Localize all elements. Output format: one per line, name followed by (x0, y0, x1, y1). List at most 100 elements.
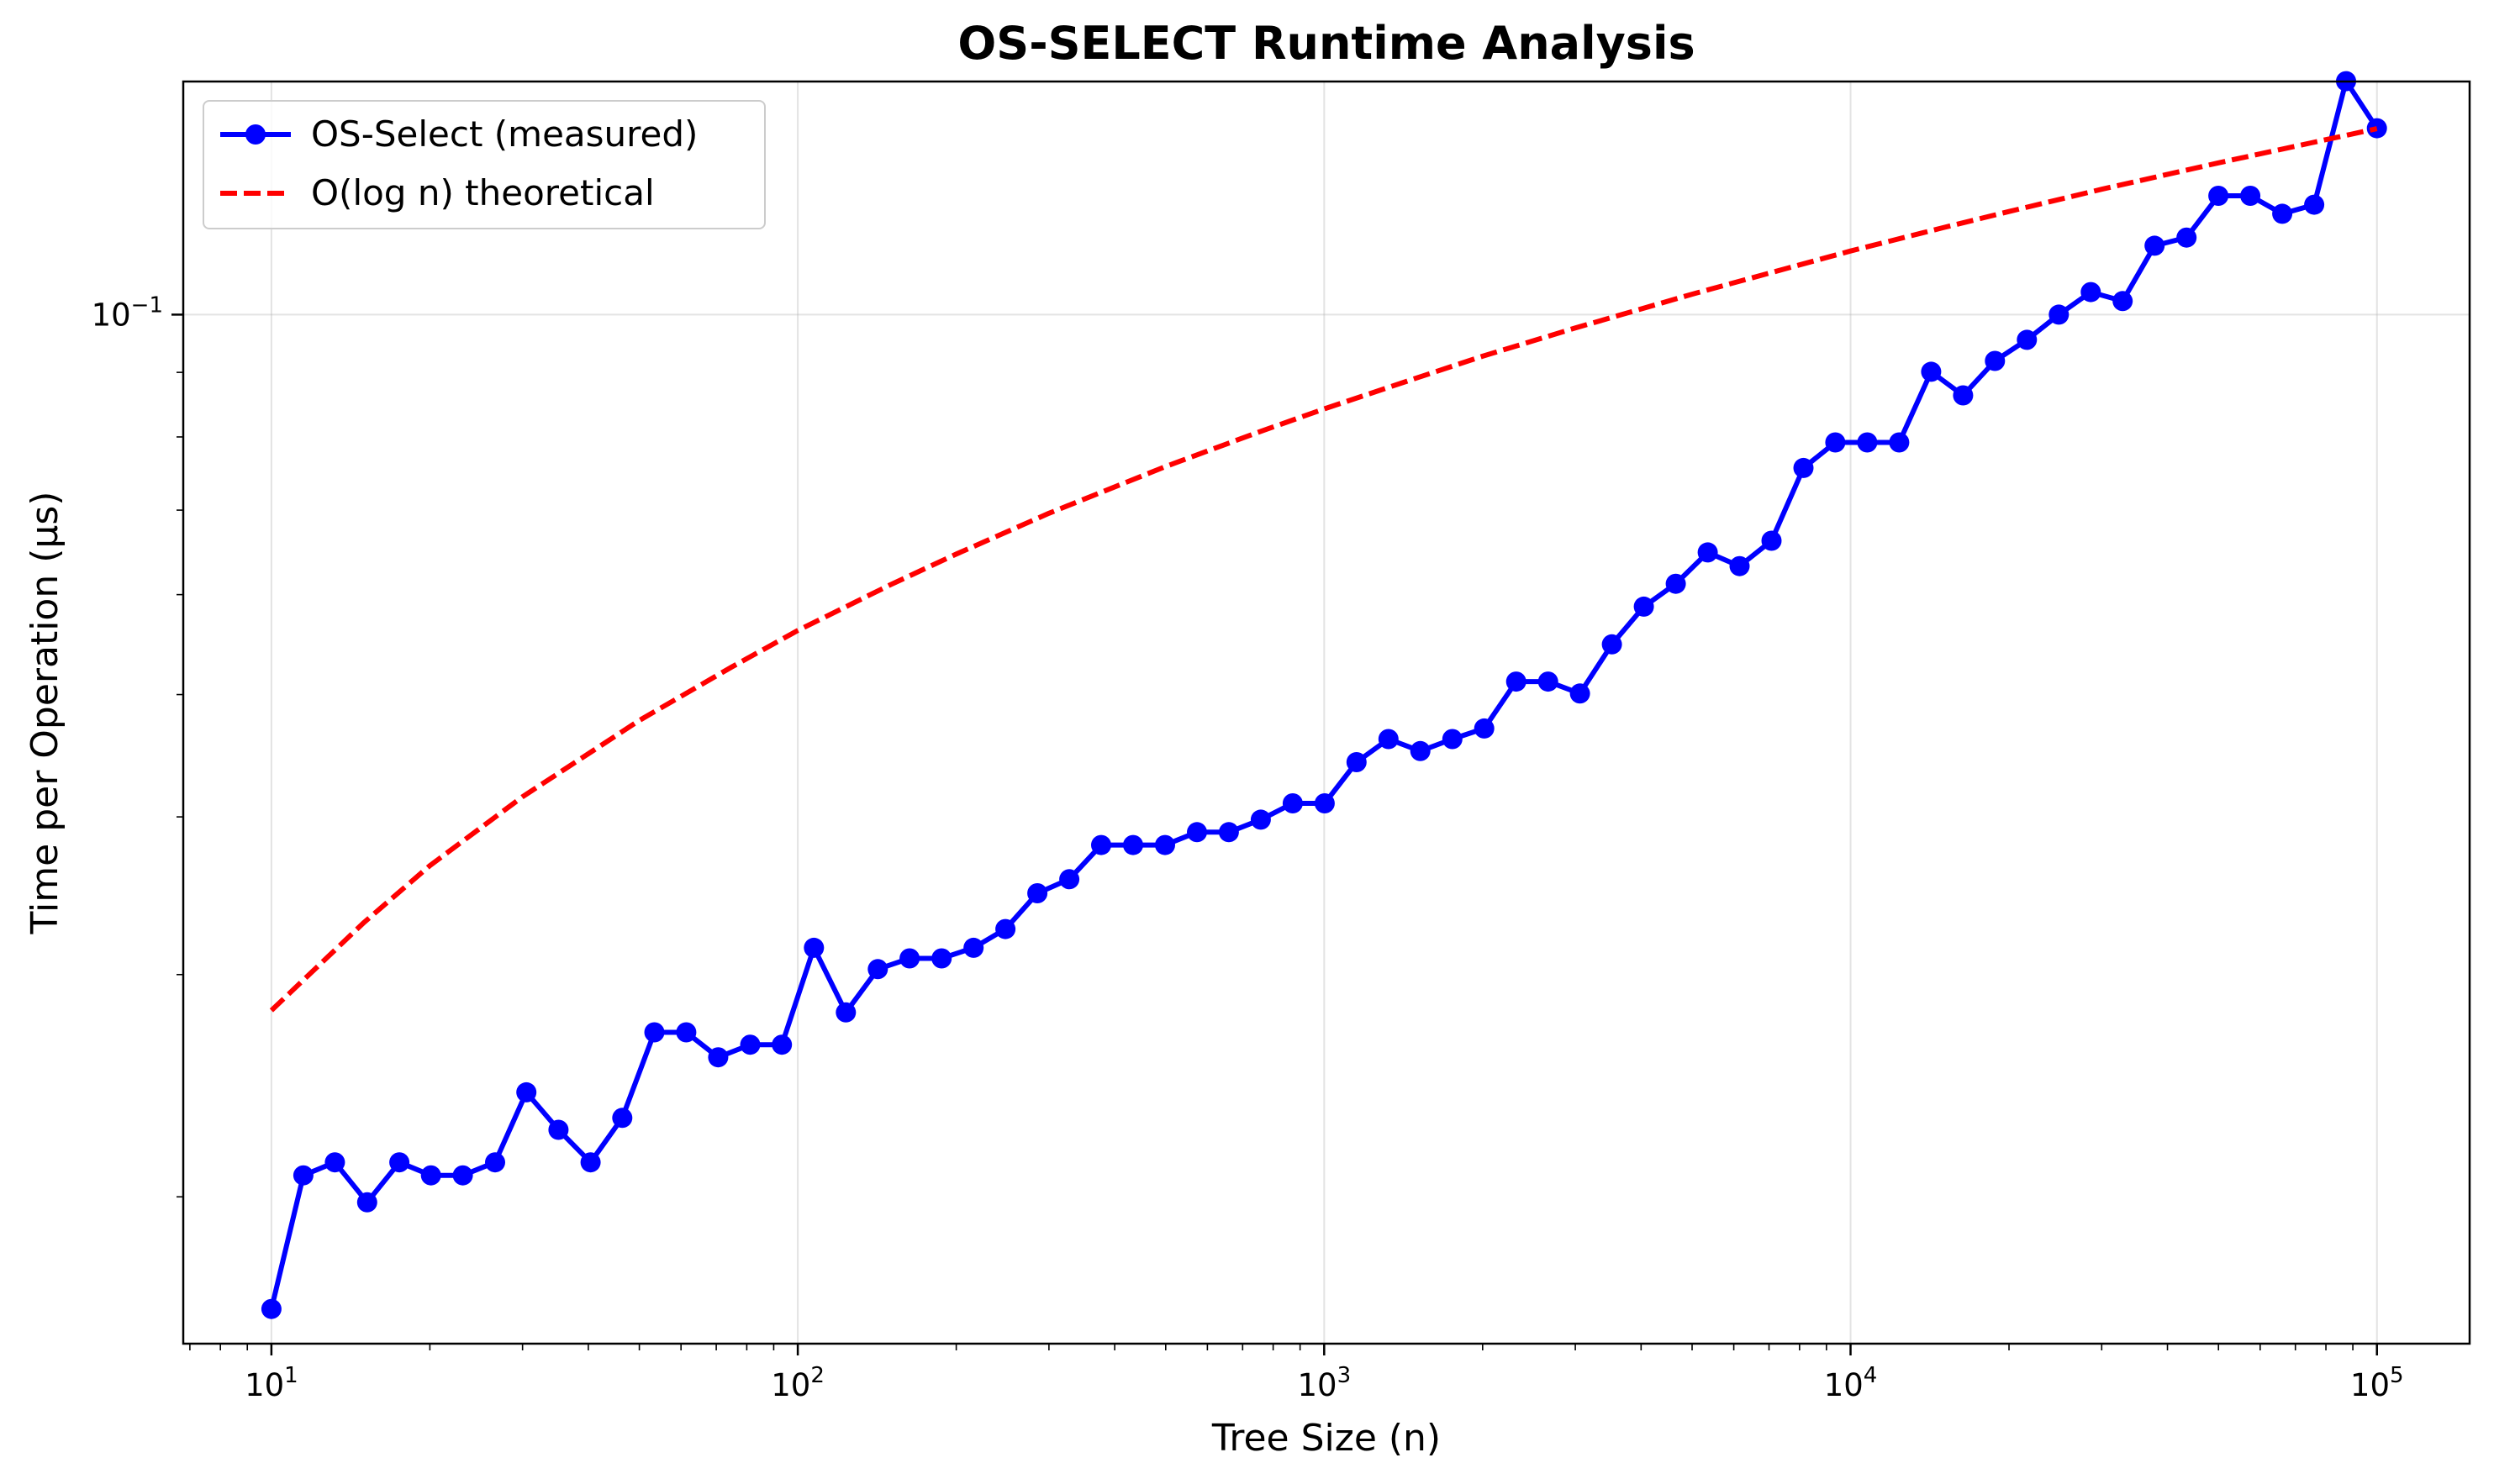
measured-point (356, 1192, 377, 1213)
measured-point (1889, 432, 1910, 453)
legend-label-theoretical: O(log n) theoretical (311, 172, 655, 213)
plot-frame (182, 80, 2471, 1345)
x-tick-base: 10 (2350, 1367, 2390, 1403)
measured-point (1761, 530, 1782, 551)
x-tick-exponent: 2 (810, 1363, 825, 1388)
x-tick-exponent: 5 (2390, 1363, 2404, 1388)
measured-point (1027, 883, 1048, 903)
measured-point (2366, 118, 2387, 139)
legend: OS-Select (measured) O(log n) theoretica… (203, 100, 766, 229)
legend-box (203, 100, 766, 229)
measured-point (2080, 282, 2101, 303)
measured-point (2048, 304, 2070, 325)
measured-point (1921, 361, 1942, 382)
measured-point (644, 1022, 665, 1043)
measured-point (1410, 740, 1431, 761)
y-tick-exponent: −1 (131, 292, 163, 318)
measured-point (1155, 834, 1175, 855)
theoretical-series-line (269, 126, 2378, 1013)
measured-point (836, 1002, 857, 1023)
y-tick-label: 10−1 (92, 292, 163, 333)
y-tick-base: 10 (92, 297, 131, 333)
measured-point (452, 1165, 473, 1186)
x-axis-label: Tree Size (n) (1211, 1417, 1441, 1460)
measured-point (1857, 432, 1878, 453)
measured-point (1793, 457, 1814, 478)
measured-point (1091, 834, 1111, 855)
x-tick-label: 104 (1824, 1363, 1878, 1403)
x-tick-exponent: 3 (1337, 1363, 1352, 1388)
measured-point (1601, 634, 1622, 655)
grid-lines (183, 82, 2470, 1344)
measured-point (1537, 671, 1558, 692)
measured-point (1825, 432, 1846, 453)
x-tick-label: 103 (1297, 1363, 1351, 1403)
measured-point (740, 1034, 761, 1055)
measured-point (708, 1047, 729, 1068)
x-tick-base: 10 (1297, 1367, 1337, 1403)
measured-point (293, 1165, 314, 1186)
measured-point (2240, 186, 2261, 206)
x-tick-base: 10 (771, 1367, 810, 1403)
measured-point (2272, 203, 2293, 224)
y-axis-ticks: 10−1 (92, 292, 183, 1198)
x-tick-label: 105 (2350, 1363, 2404, 1403)
x-tick-base: 10 (245, 1367, 284, 1403)
measured-point (804, 937, 825, 958)
x-tick-exponent: 1 (284, 1363, 298, 1388)
measured-point (1346, 752, 1367, 772)
measured-point (1505, 671, 1526, 692)
measured-point (995, 918, 1016, 939)
measured-point (1442, 729, 1463, 750)
x-tick-label: 102 (771, 1363, 825, 1403)
measured-point (676, 1022, 697, 1043)
measured-point (1218, 822, 1239, 843)
measured-point (580, 1152, 601, 1173)
measured-point (1569, 683, 1590, 704)
measured-point (2144, 235, 2165, 256)
x-tick-label: 101 (245, 1363, 298, 1403)
measured-point (485, 1152, 505, 1173)
measured-point (1250, 809, 1271, 830)
measured-point (772, 1034, 793, 1055)
legend-marker-measured (245, 124, 266, 145)
measured-point (261, 1298, 282, 1319)
measured-point (1665, 573, 1686, 594)
measured-point (1697, 542, 1718, 563)
measured-point (963, 937, 984, 958)
x-tick-base: 10 (1824, 1367, 1864, 1403)
measured-point (931, 948, 952, 969)
measured-point (2208, 186, 2229, 206)
measured-point (1633, 596, 1654, 617)
measured-point (548, 1119, 569, 1140)
measured-point (2176, 227, 2197, 248)
plot-series (261, 71, 2387, 1319)
measured-point (420, 1165, 441, 1186)
chart-title: OS-SELECT Runtime Analysis (957, 17, 1695, 70)
measured-point (1378, 729, 1399, 750)
measured-point (867, 959, 888, 980)
measured-point (899, 948, 920, 969)
measured-point (2112, 291, 2133, 312)
measured-point (1059, 869, 1080, 890)
measured-point (1187, 822, 1207, 843)
measured-point (389, 1152, 410, 1173)
measured-point (1474, 718, 1495, 739)
measured-point (1985, 350, 2006, 371)
measured-point (2304, 194, 2325, 215)
measured-point (2017, 329, 2038, 350)
measured-point (1729, 555, 1750, 576)
legend-label-measured: OS-Select (measured) (311, 113, 698, 155)
x-tick-exponent: 4 (1864, 1363, 1878, 1388)
y-axis-label: Time per Operation (µs) (24, 492, 66, 935)
measured-point (516, 1081, 537, 1102)
x-axis-ticks: 101 102 103 104 105 (189, 1344, 2404, 1403)
measured-point (324, 1152, 345, 1173)
measured-point (1953, 385, 1974, 406)
measured-point (1282, 793, 1303, 813)
measured-point (612, 1108, 633, 1129)
measured-point (1123, 834, 1143, 855)
measured-point (1314, 793, 1335, 813)
